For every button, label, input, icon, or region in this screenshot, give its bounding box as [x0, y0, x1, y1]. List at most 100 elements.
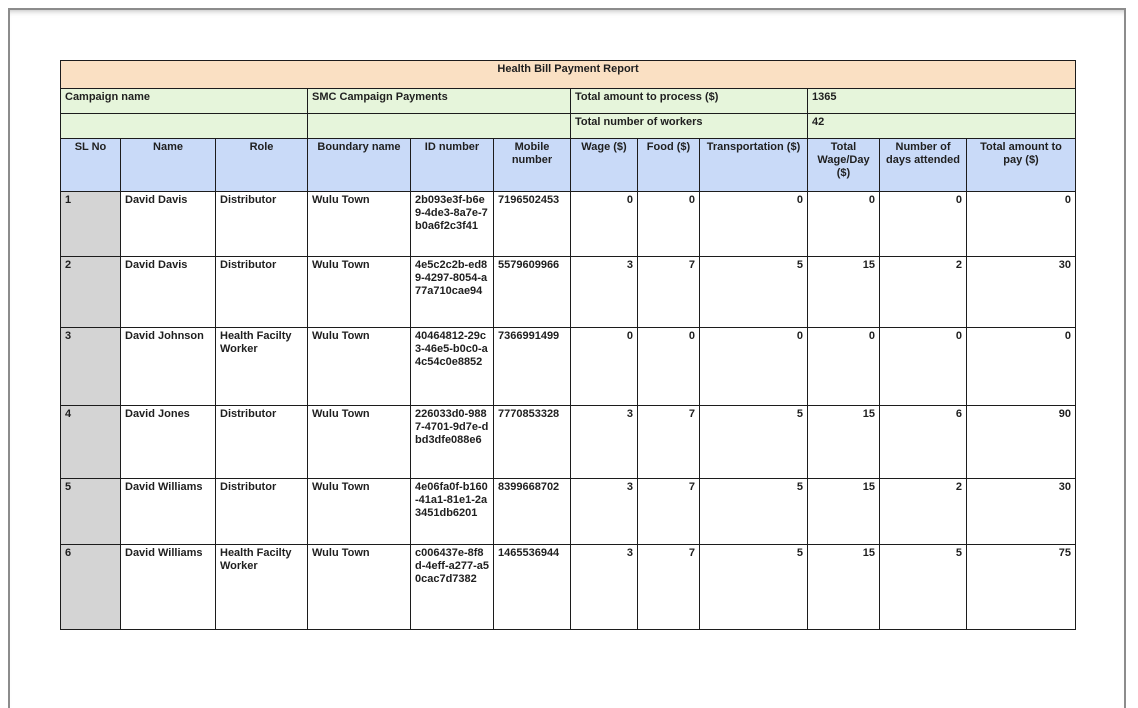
cell-days-attended: 0 — [879, 191, 967, 257]
cell-boundary: Wulu Town — [307, 191, 411, 257]
cell-transportation: 0 — [699, 327, 808, 406]
document-page: Health Bill Payment Report Campaign name… — [8, 8, 1126, 708]
total-workers-value: 42 — [806, 113, 1077, 139]
cell-days-attended: 2 — [879, 256, 967, 328]
cell-mobile: 1465536944 — [493, 544, 571, 630]
header-role: Role — [215, 138, 308, 192]
header-total-wage-day: Total Wage/Day ($) — [807, 138, 880, 192]
cell-mobile: 7366991499 — [493, 327, 571, 406]
cell-role: Distributor — [215, 405, 308, 479]
campaign-name-label: Campaign name — [60, 88, 308, 114]
cell-days-attended: 2 — [879, 478, 967, 545]
table-row: 6 David Williams Health Facilty Worker W… — [60, 544, 1077, 630]
cell-sl-no: 1 — [60, 191, 121, 257]
header-total-amount-to-pay: Total amount to pay ($) — [965, 138, 1077, 192]
cell-food: 0 — [637, 191, 700, 257]
table-row: 3 David Johnson Health Facilty Worker Wu… — [60, 327, 1077, 406]
table-row: 4 David Jones Distributor Wulu Town 2260… — [60, 405, 1077, 479]
cell-sl-no: 4 — [60, 405, 121, 479]
empty-info-cell — [307, 113, 571, 139]
table-row: 2 David Davis Distributor Wulu Town 4e5c… — [60, 256, 1077, 328]
cell-sl-no: 6 — [60, 544, 121, 630]
cell-total-pay: 0 — [965, 327, 1077, 406]
cell-boundary: Wulu Town — [307, 478, 411, 545]
health-bill-payment-table: Health Bill Payment Report Campaign name… — [59, 60, 1077, 630]
cell-wage: 3 — [570, 405, 638, 479]
column-header-row: SL No Name Role Boundary name ID number … — [60, 138, 1077, 192]
header-transportation: Transportation ($) — [699, 138, 808, 192]
cell-name: David Johnson — [120, 327, 216, 406]
header-food: Food ($) — [637, 138, 700, 192]
cell-role: Distributor — [215, 191, 308, 257]
cell-wage: 3 — [570, 478, 638, 545]
cell-boundary: Wulu Town — [307, 256, 411, 328]
cell-mobile: 7196502453 — [493, 191, 571, 257]
cell-id-number: 4e06fa0f-b160-41a1-81e1-2a3451db6201 — [410, 478, 494, 545]
cell-mobile: 5579609966 — [493, 256, 571, 328]
cell-role: Distributor — [215, 256, 308, 328]
cell-role: Health Facilty Worker — [215, 544, 308, 630]
title-row: Health Bill Payment Report — [59, 60, 1077, 89]
cell-name: David Williams — [120, 544, 216, 630]
cell-sl-no: 2 — [60, 256, 121, 328]
cell-id-number: 4e5c2c2b-ed89-4297-8054-a77a710cae94 — [410, 256, 494, 328]
total-amount-label: Total amount to process ($) — [570, 88, 808, 114]
cell-name: David Williams — [120, 478, 216, 545]
cell-food: 7 — [637, 256, 700, 328]
empty-info-cell — [60, 113, 308, 139]
header-name: Name — [120, 138, 216, 192]
cell-name: David Davis — [120, 191, 216, 257]
cell-days-attended: 5 — [879, 544, 967, 630]
cell-mobile: 8399668702 — [493, 478, 571, 545]
header-id-number: ID number — [410, 138, 494, 192]
cell-total-pay: 90 — [965, 405, 1077, 479]
cell-id-number: c006437e-8f8d-4eff-a277-a50cac7d7382 — [410, 544, 494, 630]
cell-transportation: 5 — [699, 544, 808, 630]
cell-total-pay: 30 — [965, 256, 1077, 328]
cell-wage: 0 — [570, 191, 638, 257]
report-container: Health Bill Payment Report Campaign name… — [59, 60, 1124, 630]
header-mobile-number: Mobile number — [493, 138, 571, 192]
cell-name: David Jones — [120, 405, 216, 479]
cell-total-pay: 30 — [965, 478, 1077, 545]
cell-transportation: 5 — [699, 256, 808, 328]
cell-food: 7 — [637, 544, 700, 630]
cell-wage: 3 — [570, 544, 638, 630]
cell-total-wage-day: 15 — [807, 544, 880, 630]
cell-days-attended: 6 — [879, 405, 967, 479]
campaign-row: Campaign name SMC Campaign Payments Tota… — [60, 88, 1077, 114]
cell-total-wage-day: 15 — [807, 478, 880, 545]
total-workers-label: Total number of workers — [570, 113, 808, 139]
report-title: Health Bill Payment Report — [59, 60, 1077, 89]
table-row: 1 David Davis Distributor Wulu Town 2b09… — [60, 191, 1077, 257]
total-amount-value: 1365 — [806, 88, 1077, 114]
cell-role: Health Facilty Worker — [215, 327, 308, 406]
cell-name: David Davis — [120, 256, 216, 328]
table-row: 5 David Williams Distributor Wulu Town 4… — [60, 478, 1077, 545]
workers-row: Total number of workers 42 — [60, 113, 1077, 139]
campaign-name-value: SMC Campaign Payments — [307, 88, 571, 114]
cell-role: Distributor — [215, 478, 308, 545]
cell-total-wage-day: 15 — [807, 256, 880, 328]
cell-id-number: 40464812-29c3-46e5-b0c0-a4c54c0e8852 — [410, 327, 494, 406]
cell-sl-no: 3 — [60, 327, 121, 406]
cell-boundary: Wulu Town — [307, 327, 411, 406]
cell-food: 7 — [637, 405, 700, 479]
cell-total-wage-day: 0 — [807, 327, 880, 406]
header-sl-no: SL No — [60, 138, 121, 192]
cell-mobile: 7770853328 — [493, 405, 571, 479]
cell-boundary: Wulu Town — [307, 544, 411, 630]
cell-wage: 0 — [570, 327, 638, 406]
cell-wage: 3 — [570, 256, 638, 328]
cell-sl-no: 5 — [60, 478, 121, 545]
cell-id-number: 2b093e3f-b6e9-4de3-8a7e-7b0a6f2c3f41 — [410, 191, 494, 257]
cell-transportation: 5 — [699, 478, 808, 545]
cell-food: 7 — [637, 478, 700, 545]
cell-boundary: Wulu Town — [307, 405, 411, 479]
cell-total-pay: 0 — [965, 191, 1077, 257]
header-wage: Wage ($) — [570, 138, 638, 192]
cell-transportation: 0 — [699, 191, 808, 257]
cell-id-number: 226033d0-9887-4701-9d7e-dbd3dfe088e6 — [410, 405, 494, 479]
cell-food: 0 — [637, 327, 700, 406]
cell-total-pay: 75 — [965, 544, 1077, 630]
